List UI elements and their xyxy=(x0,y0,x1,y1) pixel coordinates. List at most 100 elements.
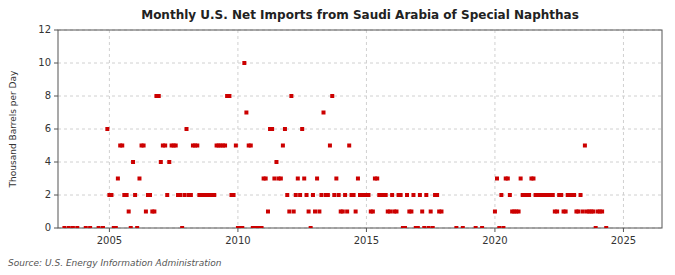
point xyxy=(583,144,587,148)
point xyxy=(266,210,270,214)
point xyxy=(105,127,109,131)
point xyxy=(371,210,375,214)
tick-label-y: 2 xyxy=(45,189,51,200)
point xyxy=(137,177,141,181)
tick-label-y: 0 xyxy=(45,222,51,233)
point xyxy=(366,193,370,197)
point xyxy=(294,193,298,197)
point xyxy=(135,226,139,228)
point xyxy=(531,177,535,181)
point xyxy=(429,210,433,214)
point xyxy=(418,193,422,197)
grid xyxy=(58,30,662,228)
chart: 02468101220052010201520202025Monthly U.S… xyxy=(0,0,675,275)
point xyxy=(551,193,555,197)
point xyxy=(302,177,306,181)
point xyxy=(298,193,302,197)
tick-label-y: 10 xyxy=(38,57,51,68)
tick-y xyxy=(54,96,58,97)
tick-label-y: 8 xyxy=(45,90,51,101)
point xyxy=(292,210,296,214)
tick-x xyxy=(494,228,495,232)
point xyxy=(604,226,608,228)
grid-line-x xyxy=(237,30,238,228)
point xyxy=(249,144,253,148)
point xyxy=(315,177,319,181)
point xyxy=(274,160,278,164)
point xyxy=(182,193,186,197)
point xyxy=(424,193,428,197)
point xyxy=(394,210,398,214)
point xyxy=(334,177,338,181)
tick-y xyxy=(54,63,58,64)
point xyxy=(242,61,246,65)
point xyxy=(319,193,323,197)
point xyxy=(264,177,268,181)
point xyxy=(439,210,443,214)
grid-line-x xyxy=(623,30,624,228)
point xyxy=(144,210,148,214)
point xyxy=(422,226,426,228)
tick-label-x: 2005 xyxy=(97,235,122,246)
point xyxy=(399,193,403,197)
point xyxy=(506,177,510,181)
point xyxy=(195,144,199,148)
point xyxy=(474,226,478,228)
point xyxy=(317,210,321,214)
point xyxy=(260,226,264,228)
grid-line-y xyxy=(58,162,662,163)
grid-line-y xyxy=(58,63,662,64)
title: Monthly U.S. Net Imports from Saudi Arab… xyxy=(141,8,579,22)
tick-label-x: 2025 xyxy=(611,235,636,246)
point xyxy=(519,177,523,181)
point xyxy=(75,226,79,228)
tick-y xyxy=(54,129,58,130)
point xyxy=(508,193,512,197)
tick-label-x: 2010 xyxy=(225,235,250,246)
tick-label-y: 6 xyxy=(45,123,51,134)
point xyxy=(71,226,75,228)
point xyxy=(572,193,576,197)
point xyxy=(354,210,358,214)
point xyxy=(131,160,135,164)
point xyxy=(163,144,167,148)
point xyxy=(129,226,133,228)
point xyxy=(125,193,129,197)
point xyxy=(341,210,345,214)
point xyxy=(431,226,435,228)
point xyxy=(591,210,595,214)
point xyxy=(148,193,152,197)
point xyxy=(405,193,409,197)
point xyxy=(185,127,189,131)
tick-x xyxy=(623,228,624,232)
point xyxy=(480,226,484,228)
point xyxy=(345,210,349,214)
tick-label-x: 2020 xyxy=(482,235,507,246)
point xyxy=(332,193,336,197)
point xyxy=(501,226,505,228)
point xyxy=(313,210,317,214)
grid-line-y xyxy=(58,129,662,130)
point xyxy=(84,226,88,228)
point xyxy=(326,193,330,197)
point xyxy=(240,226,244,228)
point xyxy=(62,226,66,228)
tick-y xyxy=(54,228,58,229)
axes: 02468101220052010201520202025 xyxy=(38,24,636,246)
source-note: Source: U.S. Energy Information Administ… xyxy=(8,258,222,268)
point xyxy=(495,177,499,181)
point xyxy=(356,177,360,181)
point xyxy=(120,144,124,148)
point xyxy=(576,210,580,214)
point xyxy=(411,193,415,197)
point xyxy=(180,226,184,228)
point xyxy=(283,127,287,131)
point xyxy=(594,226,598,228)
tick-x xyxy=(366,228,367,232)
tick-label-x: 2015 xyxy=(354,235,379,246)
point xyxy=(88,226,92,228)
point xyxy=(497,226,501,228)
plot-frame xyxy=(58,30,662,228)
y-axis-label: Thousand Barrels per Day xyxy=(8,70,18,188)
point xyxy=(97,226,101,228)
